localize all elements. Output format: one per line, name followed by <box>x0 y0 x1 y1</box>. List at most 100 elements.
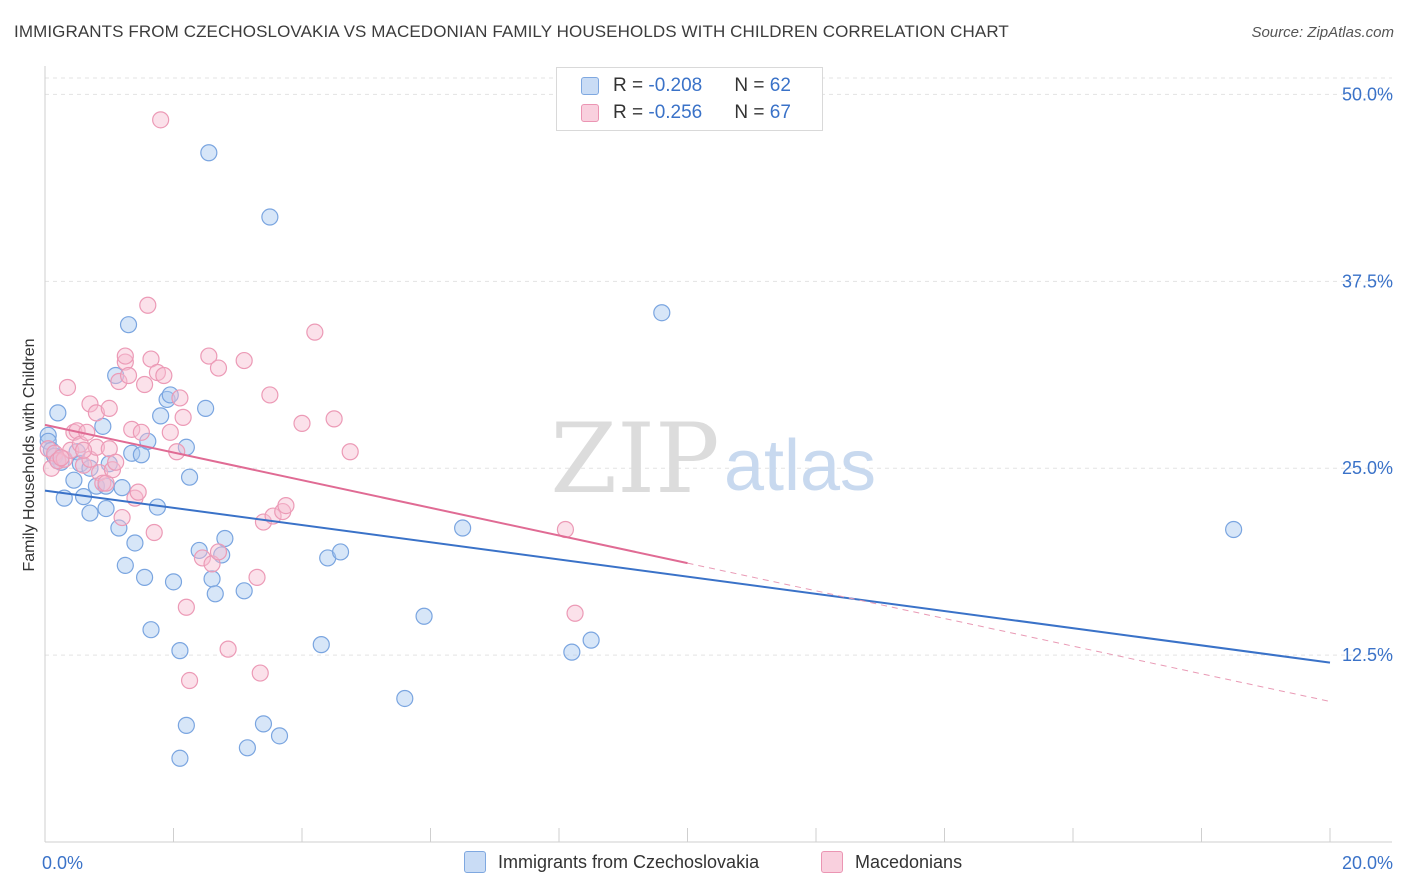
data-point <box>123 420 141 438</box>
data-point <box>200 347 218 365</box>
data-point <box>152 111 170 129</box>
legend-n-value: 62 <box>769 75 791 96</box>
data-point <box>135 568 154 586</box>
bottom-legend-macedonians: Macedonians <box>821 851 962 873</box>
legend-row-macedonians: R = -0.256 N = 67 <box>581 101 791 125</box>
trend-line-czechoslovakia <box>44 489 1331 664</box>
y-tick-label: 37.5% <box>1342 271 1393 291</box>
y-tick-labels: 12.5% 25.0% 37.5% 50.0% <box>1342 84 1393 665</box>
data-point <box>254 715 273 733</box>
x-tick-label: 20.0% <box>1342 853 1393 873</box>
correlation-legend: R = -0.208 N = 62 R = -0.256 N = 67 <box>556 67 823 131</box>
data-point <box>306 323 324 341</box>
data-point <box>164 573 183 591</box>
data-point <box>203 570 221 588</box>
bottom-legend-swatch-pink <box>821 851 843 873</box>
legend-r-label: R = <box>613 75 649 96</box>
data-point <box>341 443 359 461</box>
data-point <box>49 452 67 470</box>
data-point <box>126 534 144 552</box>
data-point <box>91 464 109 482</box>
data-point <box>1225 520 1243 539</box>
legend-row-czechoslovakia: R = -0.208 N = 62 <box>581 74 791 98</box>
data-point <box>116 347 134 365</box>
data-point <box>171 389 189 407</box>
data-point <box>119 316 138 334</box>
data-point <box>277 496 295 515</box>
data-point <box>209 359 228 377</box>
bottom-legend-swatch-blue <box>464 851 486 873</box>
data-point <box>113 508 131 527</box>
data-point <box>132 423 150 441</box>
data-point <box>180 468 199 486</box>
data-point <box>325 410 343 428</box>
y-tick-label: 50.0% <box>1342 84 1393 104</box>
bottom-legend-czechoslovakia: Immigrants from Czechoslovakia <box>464 851 759 873</box>
data-point <box>261 386 279 404</box>
legend-r-label: R = <box>613 102 649 123</box>
data-point <box>116 556 134 574</box>
data-point <box>454 519 472 537</box>
legend-r-value: -0.256 <box>648 102 703 123</box>
data-point <box>563 643 581 661</box>
x-tick-label: 0.0% <box>42 853 83 873</box>
y-axis-title: Family Households with Children <box>21 338 38 572</box>
chart-title: IMMIGRANTS FROM CZECHOSLOVAKIA VS MACEDO… <box>14 22 1009 41</box>
bottom-legend-label: Immigrants from Czechoslovakia <box>498 851 760 872</box>
data-point <box>312 636 330 654</box>
trend-line-macedonians <box>44 423 688 565</box>
data-point <box>81 504 99 522</box>
data-point <box>113 479 131 497</box>
source-label: Source: ZipAtlas.com <box>1251 24 1394 41</box>
legend-swatch-blue <box>581 77 599 95</box>
data-point <box>161 423 179 441</box>
data-point <box>293 414 311 432</box>
data-point <box>171 749 189 767</box>
legend-swatch-pink <box>581 104 599 122</box>
y-tick-label: 25.0% <box>1342 458 1393 478</box>
data-point <box>206 585 224 603</box>
data-point <box>107 453 125 471</box>
data-point <box>653 304 671 322</box>
data-point <box>248 568 266 586</box>
data-point <box>238 739 256 757</box>
data-point <box>270 727 289 745</box>
data-point <box>235 351 253 370</box>
data-point <box>582 631 600 649</box>
series-macedonians <box>39 111 584 690</box>
data-point <box>209 543 228 561</box>
data-point <box>331 543 350 561</box>
data-point <box>566 604 584 622</box>
data-point <box>110 519 128 537</box>
data-point <box>58 378 77 397</box>
data-point <box>235 582 253 600</box>
data-point <box>49 404 67 422</box>
legend-n-value: 67 <box>769 102 791 123</box>
data-point <box>396 689 414 708</box>
data-point <box>145 523 163 542</box>
data-point <box>139 296 157 314</box>
data-point <box>129 483 147 501</box>
data-point <box>52 449 70 467</box>
data-point <box>81 395 99 413</box>
watermark-zip: ZIP <box>550 403 719 515</box>
y-tick-label: 12.5% <box>1342 645 1393 665</box>
data-point <box>171 642 189 660</box>
data-point <box>251 664 269 682</box>
data-point <box>155 366 173 385</box>
data-point <box>87 438 106 456</box>
data-point <box>87 404 106 422</box>
bottom-legend-label: Macedonians <box>855 851 963 872</box>
data-point <box>100 399 118 418</box>
series-czechoslovakia <box>39 144 1243 767</box>
data-point <box>65 471 83 489</box>
data-point <box>180 671 199 690</box>
legend-n-label: N = <box>734 102 770 123</box>
trend-line-macedonians-extension <box>687 562 1331 702</box>
data-point <box>74 441 93 459</box>
watermark: ZIP atlas <box>550 403 876 515</box>
data-point <box>197 399 215 418</box>
data-point <box>152 407 170 425</box>
data-point <box>161 386 179 404</box>
